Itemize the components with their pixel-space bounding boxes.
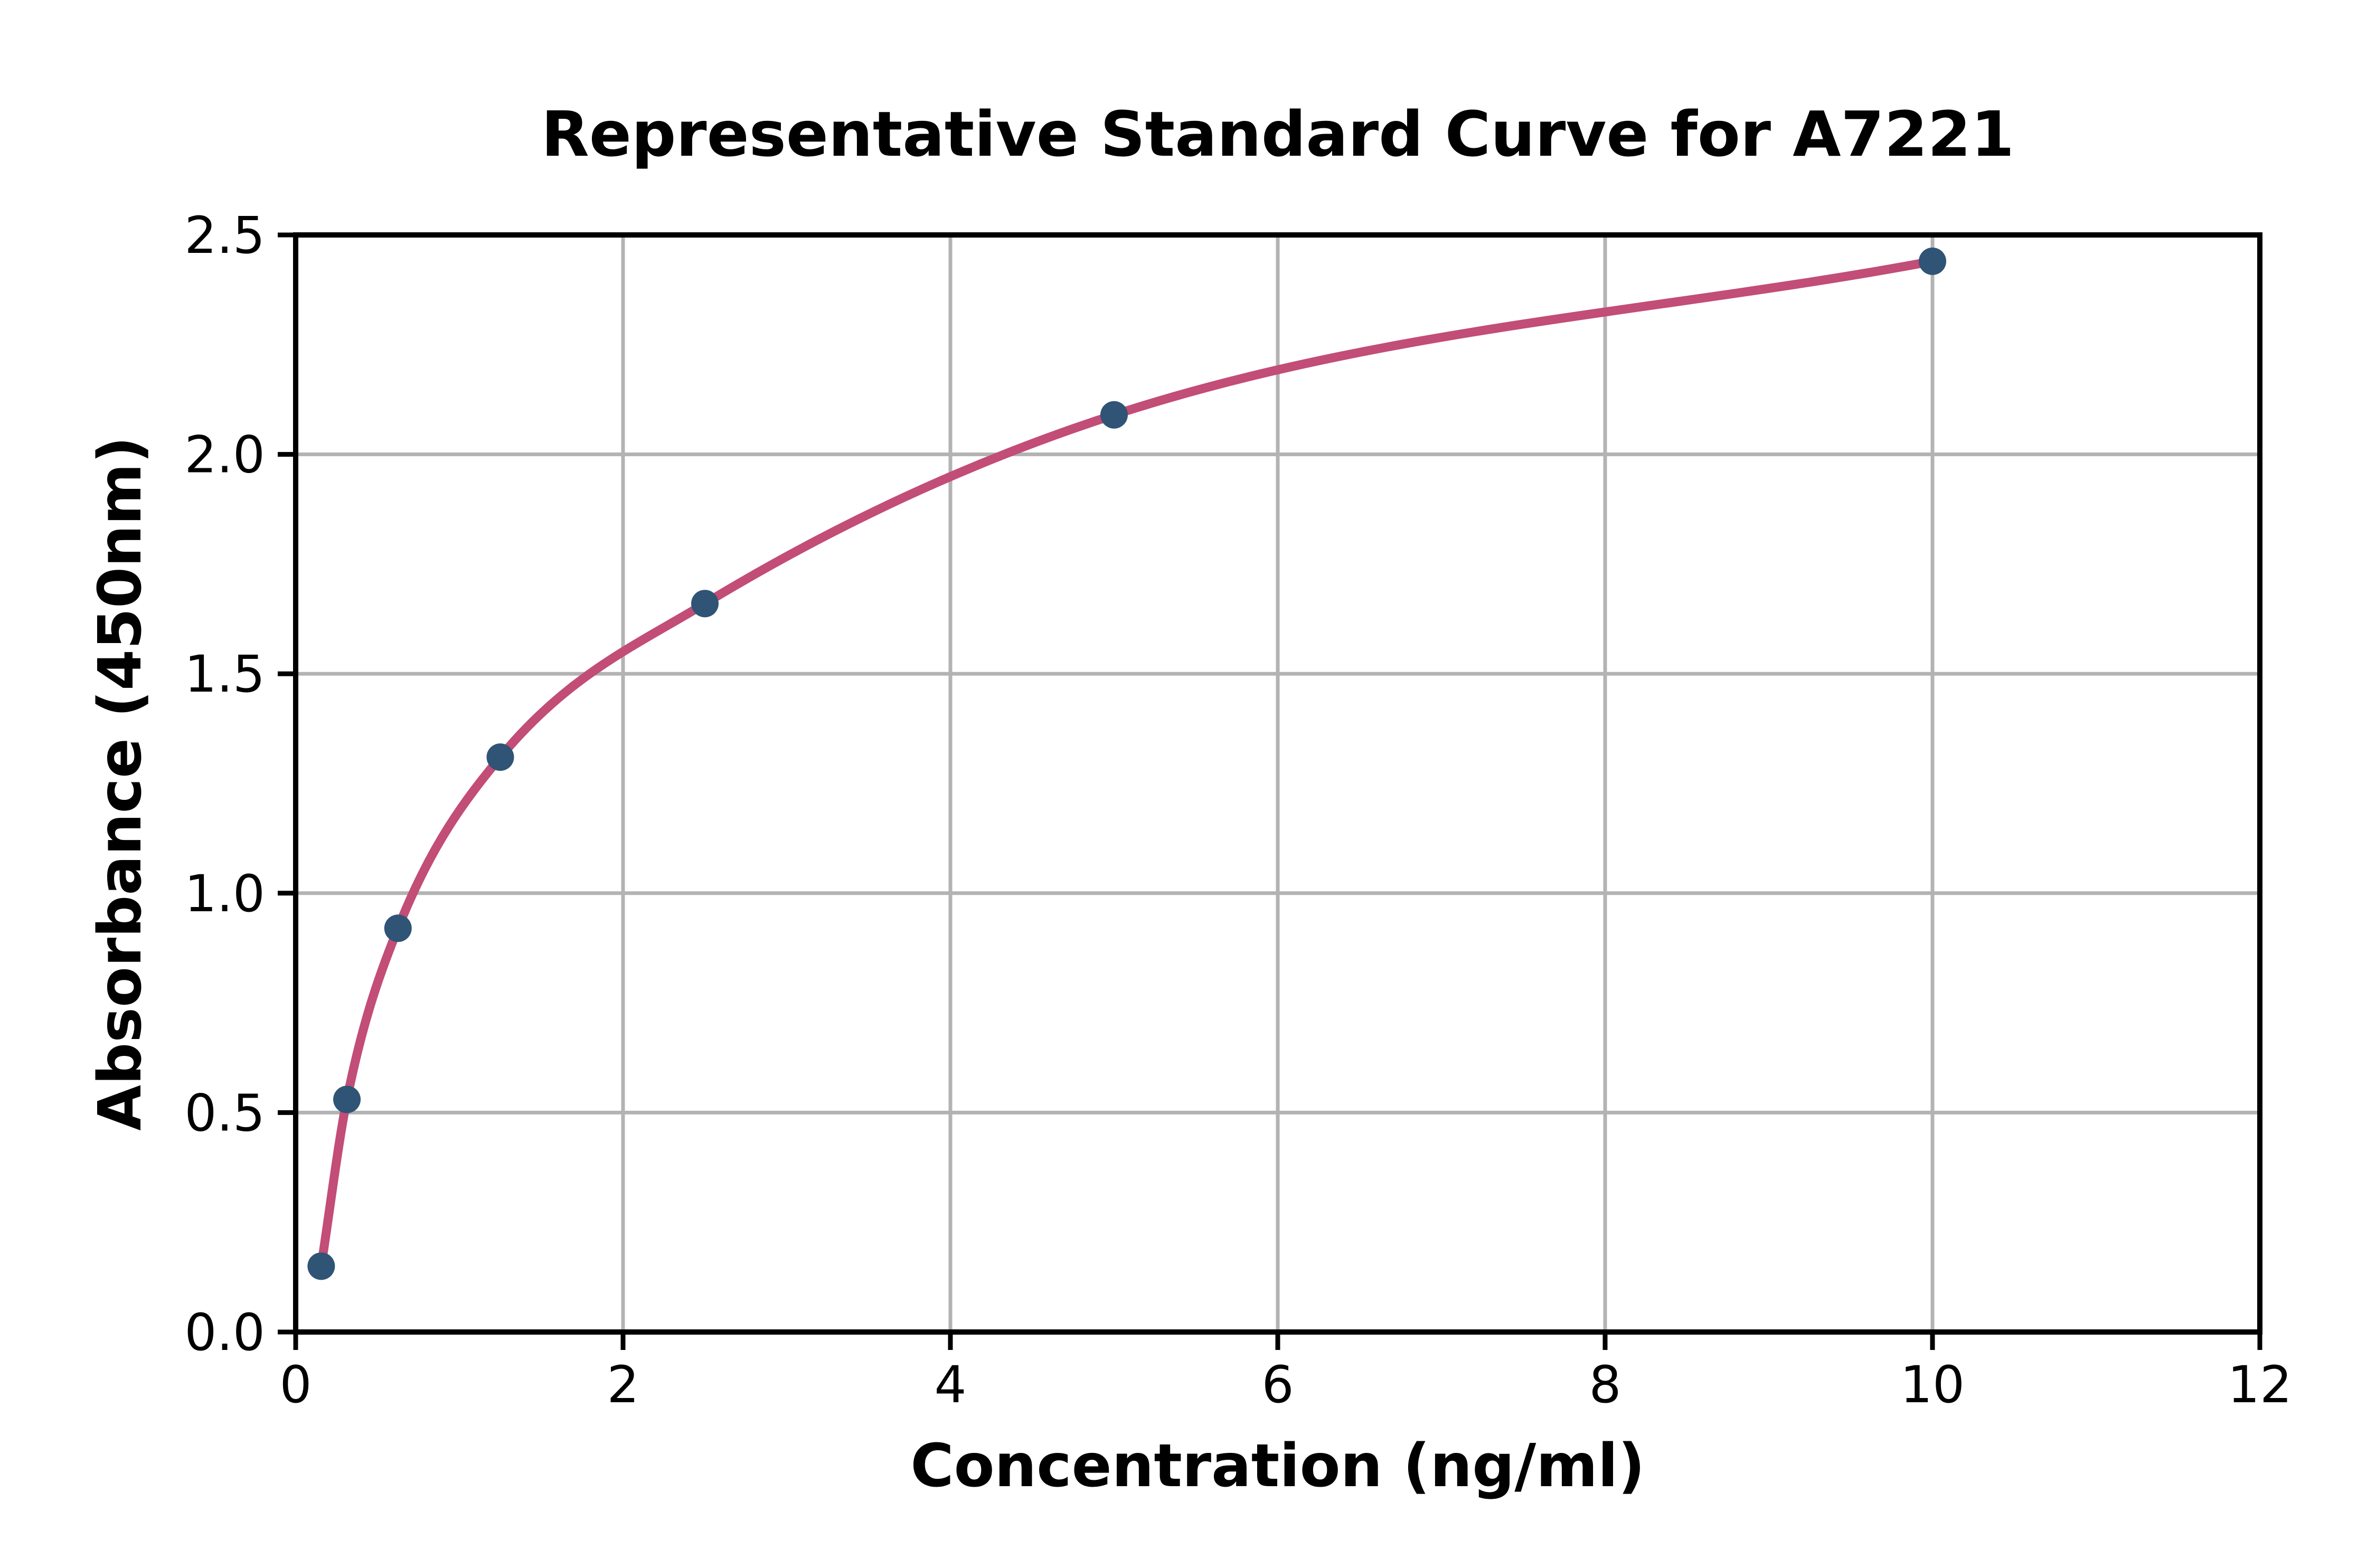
y-tick-label: 0.0 bbox=[184, 1303, 265, 1362]
fit-curve bbox=[316, 257, 1937, 1271]
x-tick-label: 6 bbox=[1261, 1355, 1294, 1414]
y-tick-label: 2.5 bbox=[184, 206, 265, 265]
x-tick-label: 8 bbox=[1589, 1355, 1621, 1414]
data-point bbox=[384, 914, 412, 942]
x-tick-label: 2 bbox=[607, 1355, 639, 1414]
data-point bbox=[486, 743, 514, 771]
y-tick-label: 1.5 bbox=[184, 645, 265, 704]
y-tick-label: 2.0 bbox=[184, 426, 265, 485]
y-tick-label: 0.5 bbox=[184, 1083, 265, 1142]
x-tick-label: 10 bbox=[1900, 1355, 1965, 1414]
data-point bbox=[691, 590, 719, 618]
data-point bbox=[1919, 247, 1946, 275]
y-tick-label: 1.0 bbox=[184, 864, 265, 923]
x-tick-label: 4 bbox=[934, 1355, 966, 1414]
data-point bbox=[1100, 401, 1128, 429]
chart-title: Representative Standard Curve for A7221 bbox=[541, 98, 2014, 171]
x-axis-label: Concentration (ng/ml) bbox=[910, 1432, 1645, 1500]
x-tick-label: 12 bbox=[2228, 1355, 2292, 1414]
x-tick-label: 0 bbox=[279, 1355, 312, 1414]
data-point bbox=[307, 1252, 335, 1280]
data-point bbox=[333, 1085, 361, 1113]
